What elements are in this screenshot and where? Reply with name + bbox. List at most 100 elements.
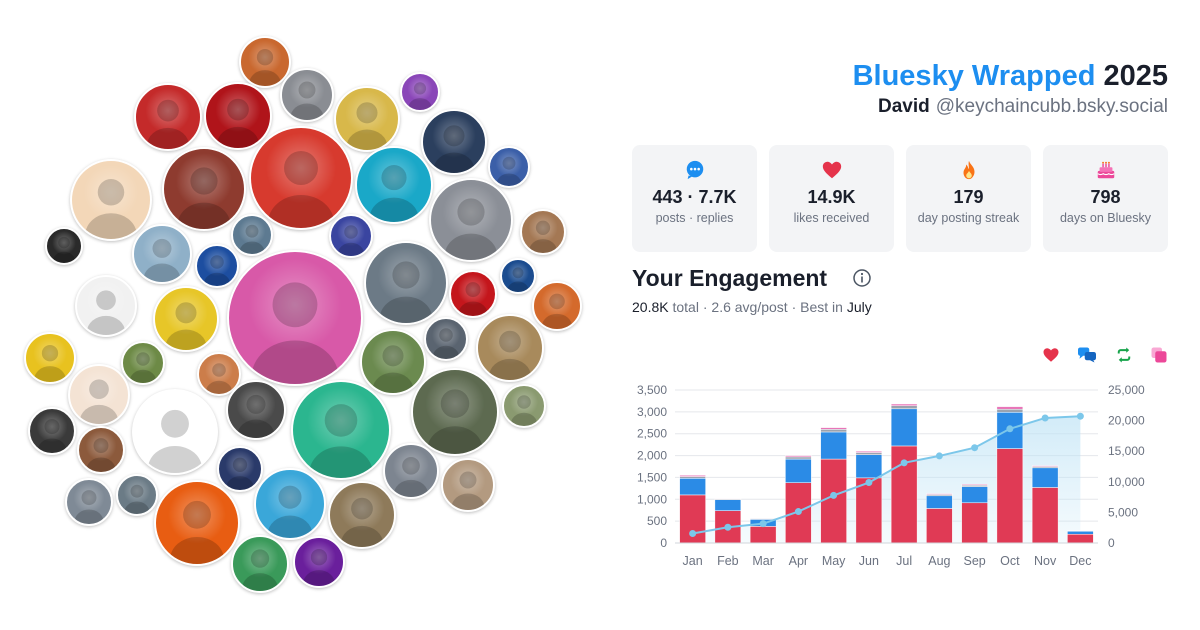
bar-segment [1067,530,1094,532]
avatar-silhouette-icon [146,99,190,149]
avatar-bearded-man-orange[interactable] [239,36,291,88]
avatar-bald-man-bw[interactable] [226,380,286,440]
avatar-man-bw-portrait[interactable] [28,407,76,455]
y-tick-left: 3,500 [637,383,667,397]
avatar-purple-masked-hero[interactable] [293,536,345,588]
avatar-silhouette-icon [337,225,365,256]
avatar-cartoon-bearded-man[interactable] [68,364,130,426]
avatar-man-outdoor-smile[interactable] [502,384,546,428]
avatar-man-mountains[interactable] [231,214,273,256]
avatar-superhero-figures[interactable] [488,146,530,188]
avatar-cartoon-chef[interactable] [231,535,289,593]
engagement-total-value: 20.8K [632,299,669,315]
avatar-cartoon-curly-woman[interactable] [70,159,152,241]
avatar-man-rainbow-flag[interactable] [197,352,241,396]
likes-legend-icon[interactable] [1042,346,1060,364]
avatar-inigo-rodriguez[interactable] [249,126,353,230]
avatar-norma-editorial[interactable] [449,270,497,318]
avatar-bald-man-outdoor[interactable] [364,241,448,325]
avatar-silhouette-icon [268,151,334,228]
avatar-silhouette-icon [34,345,66,382]
avatar-silhouette-icon [177,167,231,229]
avatar-insect-robot[interactable] [429,178,513,262]
avatar-silhouette-icon [303,549,335,586]
avatar-man-dark-blue[interactable] [421,109,487,175]
y-tick-right: 0 [1108,536,1115,550]
avatar-purple-cartoon-pilot[interactable] [400,72,440,112]
bar-segment [961,484,988,486]
avatar-silhouette-icon [379,261,433,323]
avatar-man-gray-wall[interactable] [280,68,334,122]
avatar-man-yellow-shirt[interactable] [153,286,219,352]
engagement-summary: 20.8K total · 2.6 avg/post · Best in Jul… [632,298,872,316]
avatar-man-wall[interactable] [441,458,495,512]
bar-segment [714,498,742,500]
avatar-man-pink-glasses[interactable] [227,250,363,386]
separator: · [787,299,801,315]
bar-segment [1031,465,1059,467]
engagement-best-label: Best in [800,299,843,315]
avatar-man-orange-light[interactable] [532,281,582,331]
chart-legend [1029,346,1168,366]
avatar-bearded-man-beach[interactable] [520,209,566,255]
avatar-man-blue-scarf[interactable] [195,244,239,288]
avatar-cartoon-duck[interactable] [217,446,263,492]
replies-legend-icon[interactable] [1077,346,1097,364]
avatar-man-red-sweater[interactable] [162,147,246,231]
y-tick-left: 0 [660,536,667,550]
bar-segment [961,486,988,504]
avatar-silhouette-icon [510,395,538,426]
avatar-skunk-cartoon[interactable] [132,389,218,475]
avatar-man-with-dog[interactable] [65,478,113,526]
title-brand: Bluesky Wrapped [852,60,1096,92]
cake-icon [1096,161,1115,179]
x-tick-label: Dec [1069,554,1091,568]
info-icon[interactable] [852,268,872,288]
cumulative-point [794,508,802,516]
avatar-silhouette-icon [86,290,126,335]
avatar-globe-logo[interactable] [500,258,536,294]
avatar-man-funny-face[interactable] [291,380,391,480]
avatar-silhouette-icon [242,549,278,591]
bar-segment [714,499,742,511]
stat-value: 798 [1090,187,1121,207]
avatar-silhouette-icon [488,330,532,380]
avatar-woman-glasses[interactable] [77,426,125,474]
avatar-man-pier[interactable] [132,224,192,284]
avatar-man-brown-jacket[interactable] [328,481,396,549]
avatar-man-green-field[interactable] [121,341,165,385]
avatar-man-fire[interactable] [154,480,240,566]
avatar-blue-cartoon-character[interactable] [254,468,326,540]
avatar-not-fast-not-furious[interactable] [355,146,433,224]
reposts-legend-icon[interactable] [1115,346,1133,364]
avatar-cartoon-glasses-man[interactable] [75,275,137,337]
x-tick-label: Sep [964,554,986,568]
engagement-total-label: total [672,299,699,315]
avatar-silhouette-icon [74,490,104,524]
avatar-santa-hat-man[interactable] [134,83,202,151]
avatar-man-gray-jacket[interactable] [383,443,439,499]
avatar-cartoon-cowboy[interactable] [476,314,544,382]
avatar-cartoon-superhero[interactable] [24,332,76,384]
avatar-cartoon-green-hat[interactable] [360,329,426,395]
quotes-legend-icon[interactable] [1150,346,1168,364]
user-handle[interactable]: @keychaincubb.bsky.social [935,96,1168,117]
avatar-man-dark-indoor[interactable] [45,227,83,265]
stat-value: 179 [953,187,984,207]
avatar-blue-hair-woman[interactable] [329,214,373,258]
avatar-silhouette-icon [290,81,324,120]
bar-segment [926,493,953,495]
avatar-silhouette-icon [79,379,119,424]
cumulative-point [1076,412,1084,420]
avatar-bald-man-sunglasses[interactable] [334,86,400,152]
avatar-silhouette-icon [529,220,557,253]
avatar-batman-beyond[interactable] [204,82,272,150]
avatar-man-beard-gray[interactable] [411,368,499,456]
avatar-silhouette-icon [86,438,116,472]
avatar-man-gray-shirt[interactable] [424,317,468,361]
heart-icon [822,161,841,179]
bar-segment [785,458,812,483]
page-title: Bluesky Wrapped 2025 [632,58,1168,94]
avatar-bald-glasses-large[interactable] [116,474,158,516]
bar-segment [855,452,883,455]
